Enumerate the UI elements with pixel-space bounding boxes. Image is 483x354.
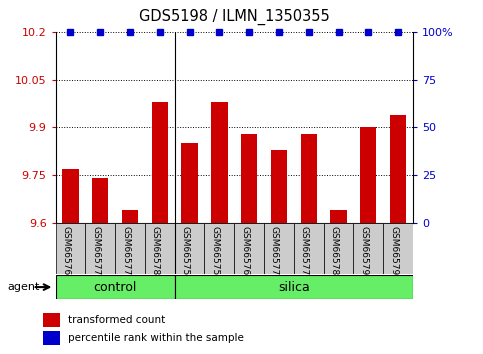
Text: GSM665785: GSM665785: [329, 225, 339, 281]
Bar: [62, 169, 79, 223]
Text: silica: silica: [278, 281, 310, 293]
Bar: [300, 134, 317, 223]
Text: GSM665788: GSM665788: [151, 225, 160, 281]
Text: GSM665793: GSM665793: [389, 225, 398, 281]
Bar: [330, 210, 347, 223]
Bar: [211, 102, 227, 223]
Bar: [115, 223, 145, 274]
Text: GSM665769: GSM665769: [240, 225, 249, 281]
Bar: [152, 102, 168, 223]
Text: GSM665792: GSM665792: [359, 225, 368, 280]
Text: GSM665771: GSM665771: [91, 225, 100, 281]
Bar: [383, 223, 413, 274]
Bar: [85, 223, 115, 274]
Bar: [92, 178, 108, 223]
Text: GSM665750: GSM665750: [181, 225, 189, 281]
Bar: [360, 127, 376, 223]
Bar: [354, 223, 383, 274]
Bar: [56, 275, 175, 299]
Bar: [122, 210, 138, 223]
Text: agent: agent: [7, 282, 40, 292]
Text: GDS5198 / ILMN_1350355: GDS5198 / ILMN_1350355: [139, 9, 329, 25]
Bar: [264, 223, 294, 274]
Text: control: control: [93, 281, 137, 293]
Bar: [234, 223, 264, 274]
Bar: [390, 115, 406, 223]
Bar: [56, 223, 85, 274]
Bar: [175, 275, 413, 299]
Text: GSM665775: GSM665775: [300, 225, 309, 281]
Bar: [182, 143, 198, 223]
Bar: [324, 223, 354, 274]
Text: percentile rank within the sample: percentile rank within the sample: [68, 333, 244, 343]
Bar: [43, 331, 60, 345]
Text: GSM665774: GSM665774: [121, 225, 130, 280]
Text: GSM665770: GSM665770: [270, 225, 279, 281]
Bar: [271, 150, 287, 223]
Bar: [294, 223, 324, 274]
Bar: [145, 223, 175, 274]
Text: transformed count: transformed count: [68, 315, 165, 325]
Bar: [175, 223, 204, 274]
Text: GSM665761: GSM665761: [61, 225, 71, 281]
Bar: [43, 313, 60, 327]
Bar: [204, 223, 234, 274]
Text: GSM665754: GSM665754: [211, 225, 219, 280]
Bar: [241, 134, 257, 223]
